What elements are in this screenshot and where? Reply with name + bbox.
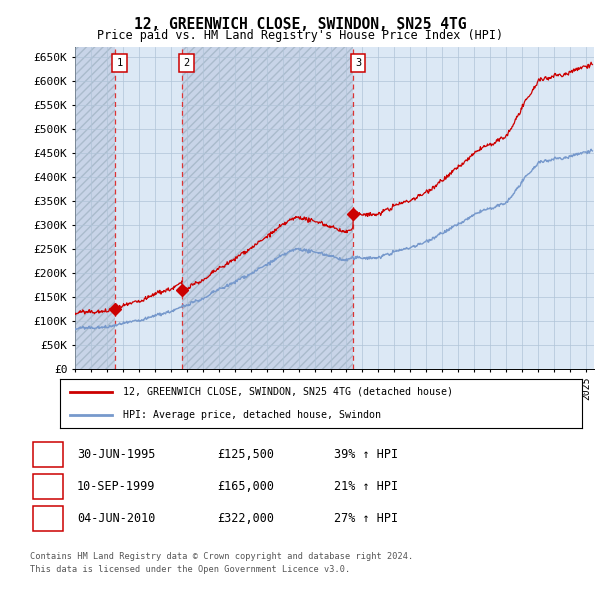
- Text: Price paid vs. HM Land Registry's House Price Index (HPI): Price paid vs. HM Land Registry's House …: [97, 30, 503, 42]
- Text: 10-SEP-1999: 10-SEP-1999: [77, 480, 155, 493]
- Text: 3: 3: [44, 512, 52, 525]
- Text: 1: 1: [44, 448, 52, 461]
- Text: 2: 2: [44, 480, 52, 493]
- Text: This data is licensed under the Open Government Licence v3.0.: This data is licensed under the Open Gov…: [30, 565, 350, 574]
- Text: Contains HM Land Registry data © Crown copyright and database right 2024.: Contains HM Land Registry data © Crown c…: [30, 552, 413, 561]
- FancyBboxPatch shape: [112, 54, 127, 72]
- Text: 12, GREENWICH CLOSE, SWINDON, SN25 4TG (detached house): 12, GREENWICH CLOSE, SWINDON, SN25 4TG (…: [122, 387, 452, 397]
- Text: 3: 3: [355, 58, 361, 68]
- FancyBboxPatch shape: [179, 54, 194, 72]
- Text: £322,000: £322,000: [218, 512, 275, 525]
- FancyBboxPatch shape: [33, 442, 63, 467]
- Text: 27% ↑ HPI: 27% ↑ HPI: [334, 512, 398, 525]
- Text: HPI: Average price, detached house, Swindon: HPI: Average price, detached house, Swin…: [122, 410, 380, 420]
- Text: 2: 2: [184, 58, 190, 68]
- Text: 12, GREENWICH CLOSE, SWINDON, SN25 4TG: 12, GREENWICH CLOSE, SWINDON, SN25 4TG: [134, 17, 466, 31]
- Text: 30-JUN-1995: 30-JUN-1995: [77, 448, 155, 461]
- Text: 21% ↑ HPI: 21% ↑ HPI: [334, 480, 398, 493]
- FancyBboxPatch shape: [33, 474, 63, 499]
- Text: 04-JUN-2010: 04-JUN-2010: [77, 512, 155, 525]
- Text: £125,500: £125,500: [218, 448, 275, 461]
- FancyBboxPatch shape: [351, 54, 365, 72]
- Text: £165,000: £165,000: [218, 480, 275, 493]
- FancyBboxPatch shape: [33, 506, 63, 532]
- Text: 39% ↑ HPI: 39% ↑ HPI: [334, 448, 398, 461]
- Text: 1: 1: [116, 58, 123, 68]
